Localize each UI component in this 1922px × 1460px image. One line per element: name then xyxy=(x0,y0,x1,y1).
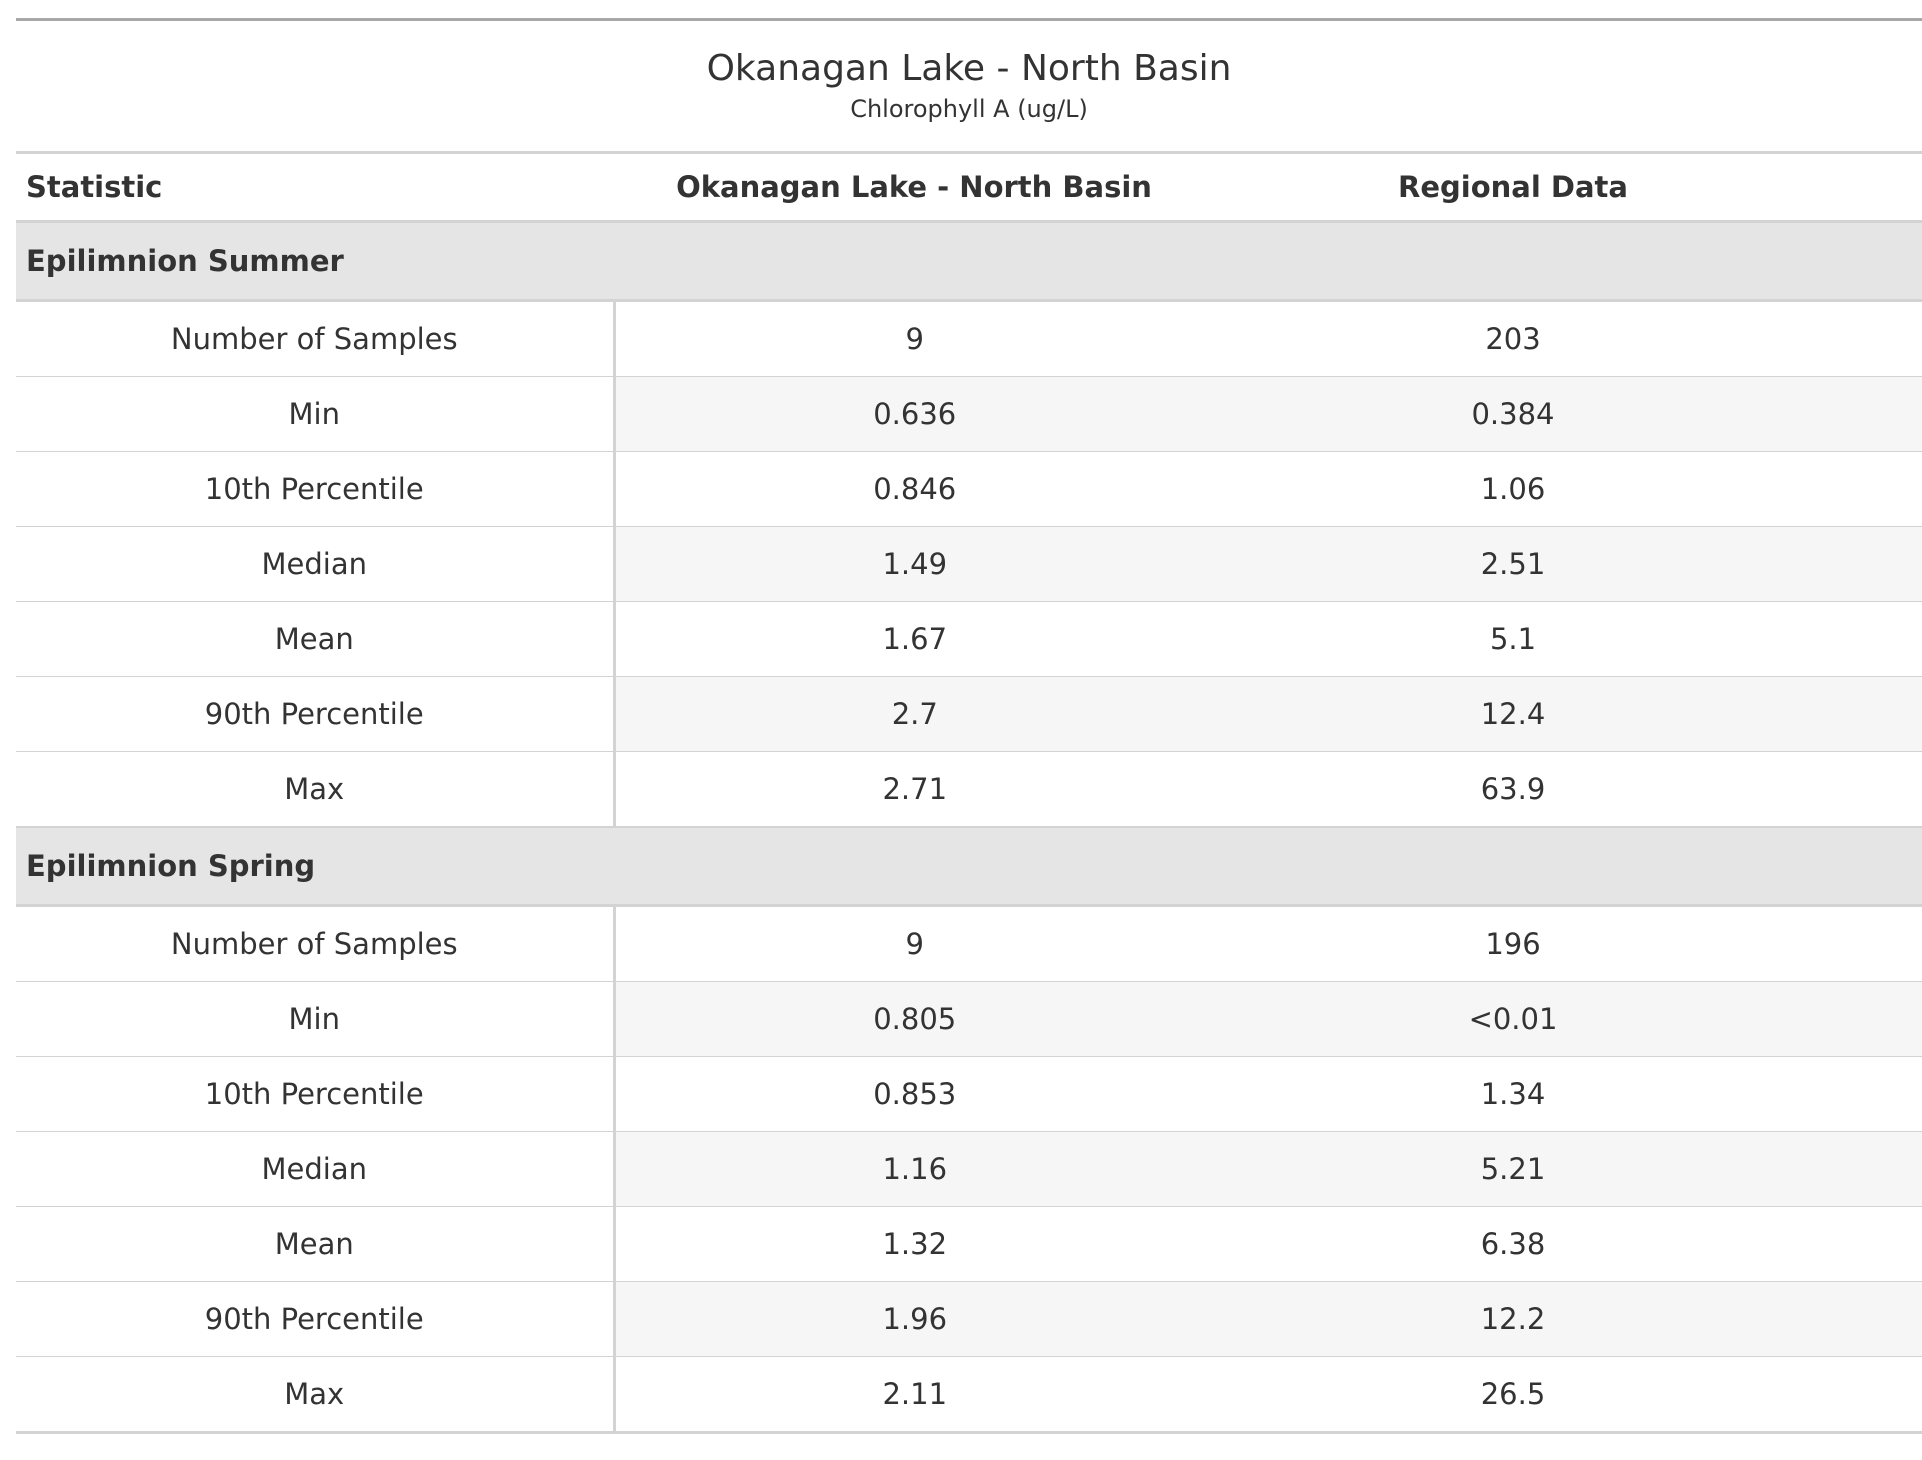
site-value-cell: 9 xyxy=(614,300,1214,377)
regional-value-cell: 5.1 xyxy=(1214,601,1812,677)
site-value-cell: 2.11 xyxy=(614,1356,1214,1434)
row-pad-cell xyxy=(1812,905,1922,982)
row-pad-cell xyxy=(1812,751,1922,827)
site-value-cell: 2.7 xyxy=(614,676,1214,752)
group-row: Epilimnion Spring xyxy=(16,826,1922,907)
statistic-cell: Number of Samples xyxy=(16,905,616,982)
site-value-cell: 0.636 xyxy=(614,376,1214,452)
statistic-cell: 90th Percentile xyxy=(16,1281,616,1357)
regional-value-cell: 203 xyxy=(1214,300,1812,377)
site-value-cell: 9 xyxy=(614,905,1214,982)
row-pad-cell xyxy=(1812,601,1922,677)
statistic-cell: Mean xyxy=(16,1206,616,1282)
column-header-row: Statistic Okanagan Lake - North Basin Re… xyxy=(16,152,1922,223)
table-row: Min 0.805 <0.01 xyxy=(16,981,1922,1057)
regional-value-cell: 12.2 xyxy=(1214,1281,1812,1357)
regional-value-cell: 63.9 xyxy=(1214,751,1812,827)
column-header-site: Okanagan Lake - North Basin xyxy=(614,152,1214,223)
row-pad-cell xyxy=(1812,300,1922,377)
statistic-cell: 90th Percentile xyxy=(16,676,616,752)
group-label: Epilimnion Summer xyxy=(16,220,1922,302)
table-title: Okanagan Lake - North Basin xyxy=(706,48,1232,89)
row-pad-cell xyxy=(1812,1281,1922,1357)
table-row: 10th Percentile 0.853 1.34 xyxy=(16,1056,1922,1132)
table-row: Number of Samples 9 203 xyxy=(16,300,1922,377)
table-row: Mean 1.67 5.1 xyxy=(16,601,1922,677)
statistic-cell: Mean xyxy=(16,601,616,677)
column-header-statistic: Statistic xyxy=(16,152,614,223)
statistic-cell: 10th Percentile xyxy=(16,1056,616,1132)
regional-value-cell: 1.06 xyxy=(1214,451,1812,527)
row-pad-cell xyxy=(1812,451,1922,527)
table-row: Median 1.49 2.51 xyxy=(16,526,1922,602)
group-label: Epilimnion Spring xyxy=(16,826,1922,907)
table-body: Epilimnion Summer Number of Samples 9 203 Mi… xyxy=(16,220,1922,1434)
site-value-cell: 0.805 xyxy=(614,981,1214,1057)
statistic-cell: Min xyxy=(16,376,616,452)
statistic-cell: Max xyxy=(16,751,616,827)
row-pad-cell xyxy=(1812,676,1922,752)
summary-table: Okanagan Lake - North Basin Chlorophyll … xyxy=(16,18,1922,1434)
table-row: Min 0.636 0.384 xyxy=(16,376,1922,452)
regional-value-cell: 2.51 xyxy=(1214,526,1812,602)
site-value-cell: 1.96 xyxy=(614,1281,1214,1357)
site-value-cell: 1.32 xyxy=(614,1206,1214,1282)
row-pad-cell xyxy=(1812,1056,1922,1132)
row-pad-cell xyxy=(1812,1356,1922,1434)
subtitle-row: Chlorophyll A (ug/L) xyxy=(16,89,1922,154)
table-row: Max 2.11 26.5 xyxy=(16,1356,1922,1434)
table-row: Mean 1.32 6.38 xyxy=(16,1206,1922,1282)
statistic-cell: Min xyxy=(16,981,616,1057)
regional-value-cell: <0.01 xyxy=(1214,981,1812,1057)
table-row: Max 2.71 63.9 xyxy=(16,751,1922,827)
regional-value-cell: 196 xyxy=(1214,905,1812,982)
table-row: Median 1.16 5.21 xyxy=(16,1131,1922,1207)
regional-value-cell: 6.38 xyxy=(1214,1206,1812,1282)
table-subtitle: Chlorophyll A (ug/L) xyxy=(16,89,1922,154)
site-value-cell: 1.67 xyxy=(614,601,1214,677)
site-value-cell: 0.853 xyxy=(614,1056,1214,1132)
statistic-cell: Number of Samples xyxy=(16,300,616,377)
statistic-cell: Median xyxy=(16,526,616,602)
column-header-regional: Regional Data xyxy=(1214,152,1812,223)
group-row: Epilimnion Summer xyxy=(16,220,1922,302)
regional-value-cell: 1.34 xyxy=(1214,1056,1812,1132)
column-header-pad xyxy=(1812,152,1922,223)
row-pad-cell xyxy=(1812,981,1922,1057)
site-value-cell: 0.846 xyxy=(614,451,1214,527)
regional-value-cell: 5.21 xyxy=(1214,1131,1812,1207)
row-pad-cell xyxy=(1812,376,1922,452)
site-value-cell: 2.71 xyxy=(614,751,1214,827)
table-row: 90th Percentile 1.96 12.2 xyxy=(16,1281,1922,1357)
row-pad-cell xyxy=(1812,1206,1922,1282)
statistic-cell: Median xyxy=(16,1131,616,1207)
statistic-cell: 10th Percentile xyxy=(16,451,616,527)
title-row: Okanagan Lake - North Basin xyxy=(16,20,1922,89)
regional-value-cell: 0.384 xyxy=(1214,376,1812,452)
statistic-cell: Max xyxy=(16,1356,616,1434)
table-row: Number of Samples 9 196 xyxy=(16,905,1922,982)
site-value-cell: 1.49 xyxy=(614,526,1214,602)
regional-value-cell: 26.5 xyxy=(1214,1356,1812,1434)
regional-value-cell: 12.4 xyxy=(1214,676,1812,752)
site-value-cell: 1.16 xyxy=(614,1131,1214,1207)
row-pad-cell xyxy=(1812,526,1922,602)
table-row: 90th Percentile 2.7 12.4 xyxy=(16,676,1922,752)
row-pad-cell xyxy=(1812,1131,1922,1207)
table-row: 10th Percentile 0.846 1.06 xyxy=(16,451,1922,527)
